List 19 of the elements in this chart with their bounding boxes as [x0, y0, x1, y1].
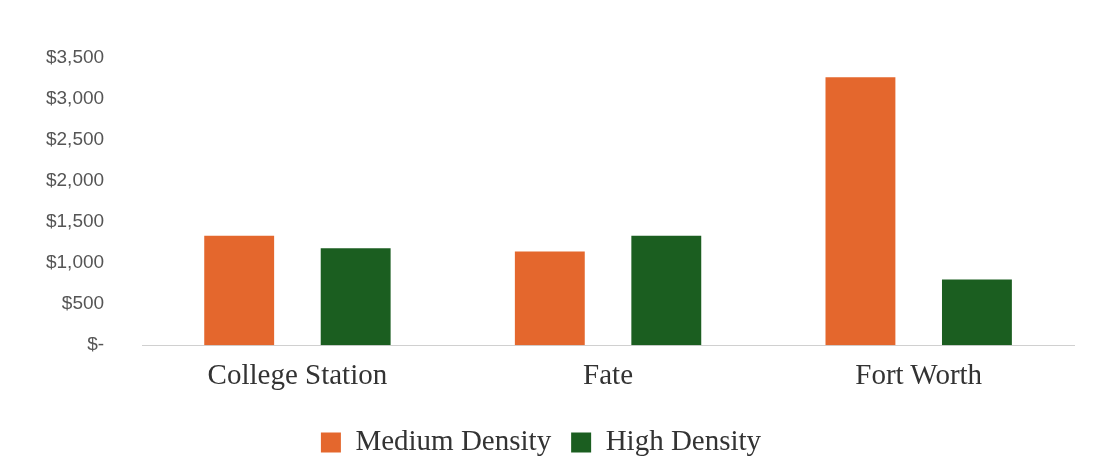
y-tick-label: $3,000 — [45, 86, 105, 108]
y-tick-label: $500 — [61, 292, 105, 314]
bar — [941, 279, 1012, 346]
bar — [631, 235, 702, 346]
y-tick-label: $2,500 — [45, 127, 105, 149]
bar — [204, 235, 275, 346]
y-tick-label: $2,000 — [45, 168, 105, 190]
legend-label: Medium Density — [355, 424, 552, 457]
x-tick-label: College Station — [207, 358, 388, 391]
legend-label: High Density — [605, 424, 762, 457]
x-tick-label: Fort Worth — [855, 358, 983, 391]
y-tick-label: $- — [87, 333, 105, 355]
bar — [514, 251, 585, 346]
bar — [825, 77, 896, 346]
x-tick-label: Fate — [583, 358, 634, 391]
bar — [320, 248, 391, 346]
y-tick-label: $1,000 — [45, 251, 105, 273]
y-tick-label: $1,500 — [45, 210, 105, 232]
y-tick-label: $3,500 — [45, 45, 105, 67]
